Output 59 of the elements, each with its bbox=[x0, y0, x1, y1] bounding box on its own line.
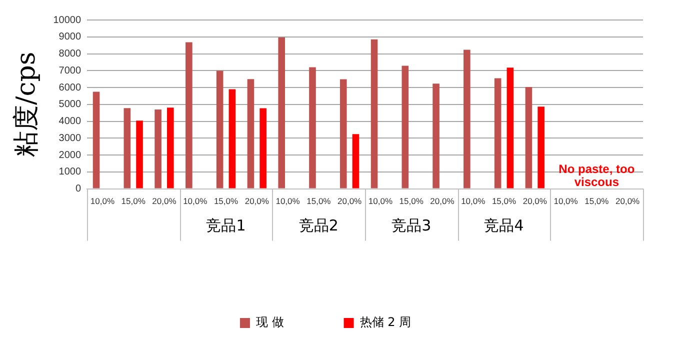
x-tick-label: 15,0% bbox=[584, 196, 610, 206]
text: 竞品1 bbox=[206, 216, 246, 235]
bar bbox=[464, 50, 470, 188]
y-tick-label: 10000 bbox=[53, 14, 82, 26]
x-tick-label: 10,0% bbox=[368, 196, 393, 206]
bar bbox=[186, 42, 192, 188]
y-tick-label: 2000 bbox=[58, 150, 82, 161]
x-tick-label: 20,0% bbox=[522, 196, 548, 206]
bar bbox=[247, 79, 254, 188]
legend-label: 热储 2 周 bbox=[360, 315, 412, 330]
y-tick-label: 5000 bbox=[58, 99, 82, 110]
x-tick-label: 20,0% bbox=[338, 196, 362, 206]
y-tick-label: 6000 bbox=[58, 82, 82, 94]
bar bbox=[370, 39, 378, 188]
bar bbox=[525, 87, 532, 188]
x-tick-label: 10,0% bbox=[461, 196, 486, 206]
legend-label: 现 做 bbox=[256, 315, 284, 330]
y-tick-label: 9000 bbox=[58, 32, 82, 43]
text: 竞品2 bbox=[298, 216, 338, 235]
x-tick-label: 20,0% bbox=[430, 196, 455, 206]
bar bbox=[154, 109, 162, 188]
y-axis-title: 粘度/cps bbox=[11, 52, 42, 158]
x-tick-label: 10,0% bbox=[276, 196, 300, 206]
bar bbox=[228, 89, 236, 188]
x-tick-label: 15,0% bbox=[214, 196, 238, 206]
bar bbox=[167, 108, 174, 188]
bar bbox=[136, 120, 143, 188]
x-tick-label: 20,0% bbox=[152, 196, 177, 206]
bar bbox=[538, 106, 544, 188]
y-tick-label: 3000 bbox=[58, 132, 82, 144]
x-tick-label: 15,0% bbox=[121, 196, 146, 206]
bar bbox=[278, 37, 286, 188]
bar bbox=[432, 84, 440, 188]
bar bbox=[124, 108, 131, 188]
x-tick-label: 20,0% bbox=[616, 196, 640, 206]
x-tick-label: 20,0% bbox=[244, 196, 270, 206]
x-tick-label: 15,0% bbox=[492, 196, 516, 206]
bar bbox=[352, 134, 360, 188]
text: 竞品4 bbox=[484, 216, 524, 235]
text: 竞品3 bbox=[392, 216, 432, 235]
bar bbox=[340, 79, 347, 188]
y-tick-label: 4000 bbox=[58, 116, 82, 128]
y-tick-label: 7000 bbox=[58, 65, 82, 76]
x-tick-label: 10,0% bbox=[554, 196, 578, 206]
annotation: No paste, too viscous bbox=[558, 162, 635, 190]
bar bbox=[260, 108, 266, 188]
bar bbox=[216, 70, 224, 188]
y-tick-label: 0 bbox=[75, 184, 82, 195]
bar bbox=[402, 66, 409, 188]
x-tick-label: 15,0% bbox=[306, 196, 332, 206]
y-tick-label: 1000 bbox=[58, 166, 82, 178]
x-tick-label: 10,0% bbox=[183, 196, 208, 206]
bar bbox=[506, 68, 514, 188]
bar bbox=[92, 92, 100, 188]
x-tick-label: 15,0% bbox=[399, 196, 424, 206]
x-tick-label: 10,0% bbox=[90, 196, 115, 206]
bar bbox=[494, 78, 502, 188]
bar bbox=[309, 67, 316, 188]
y-tick-label: 8000 bbox=[58, 48, 82, 60]
